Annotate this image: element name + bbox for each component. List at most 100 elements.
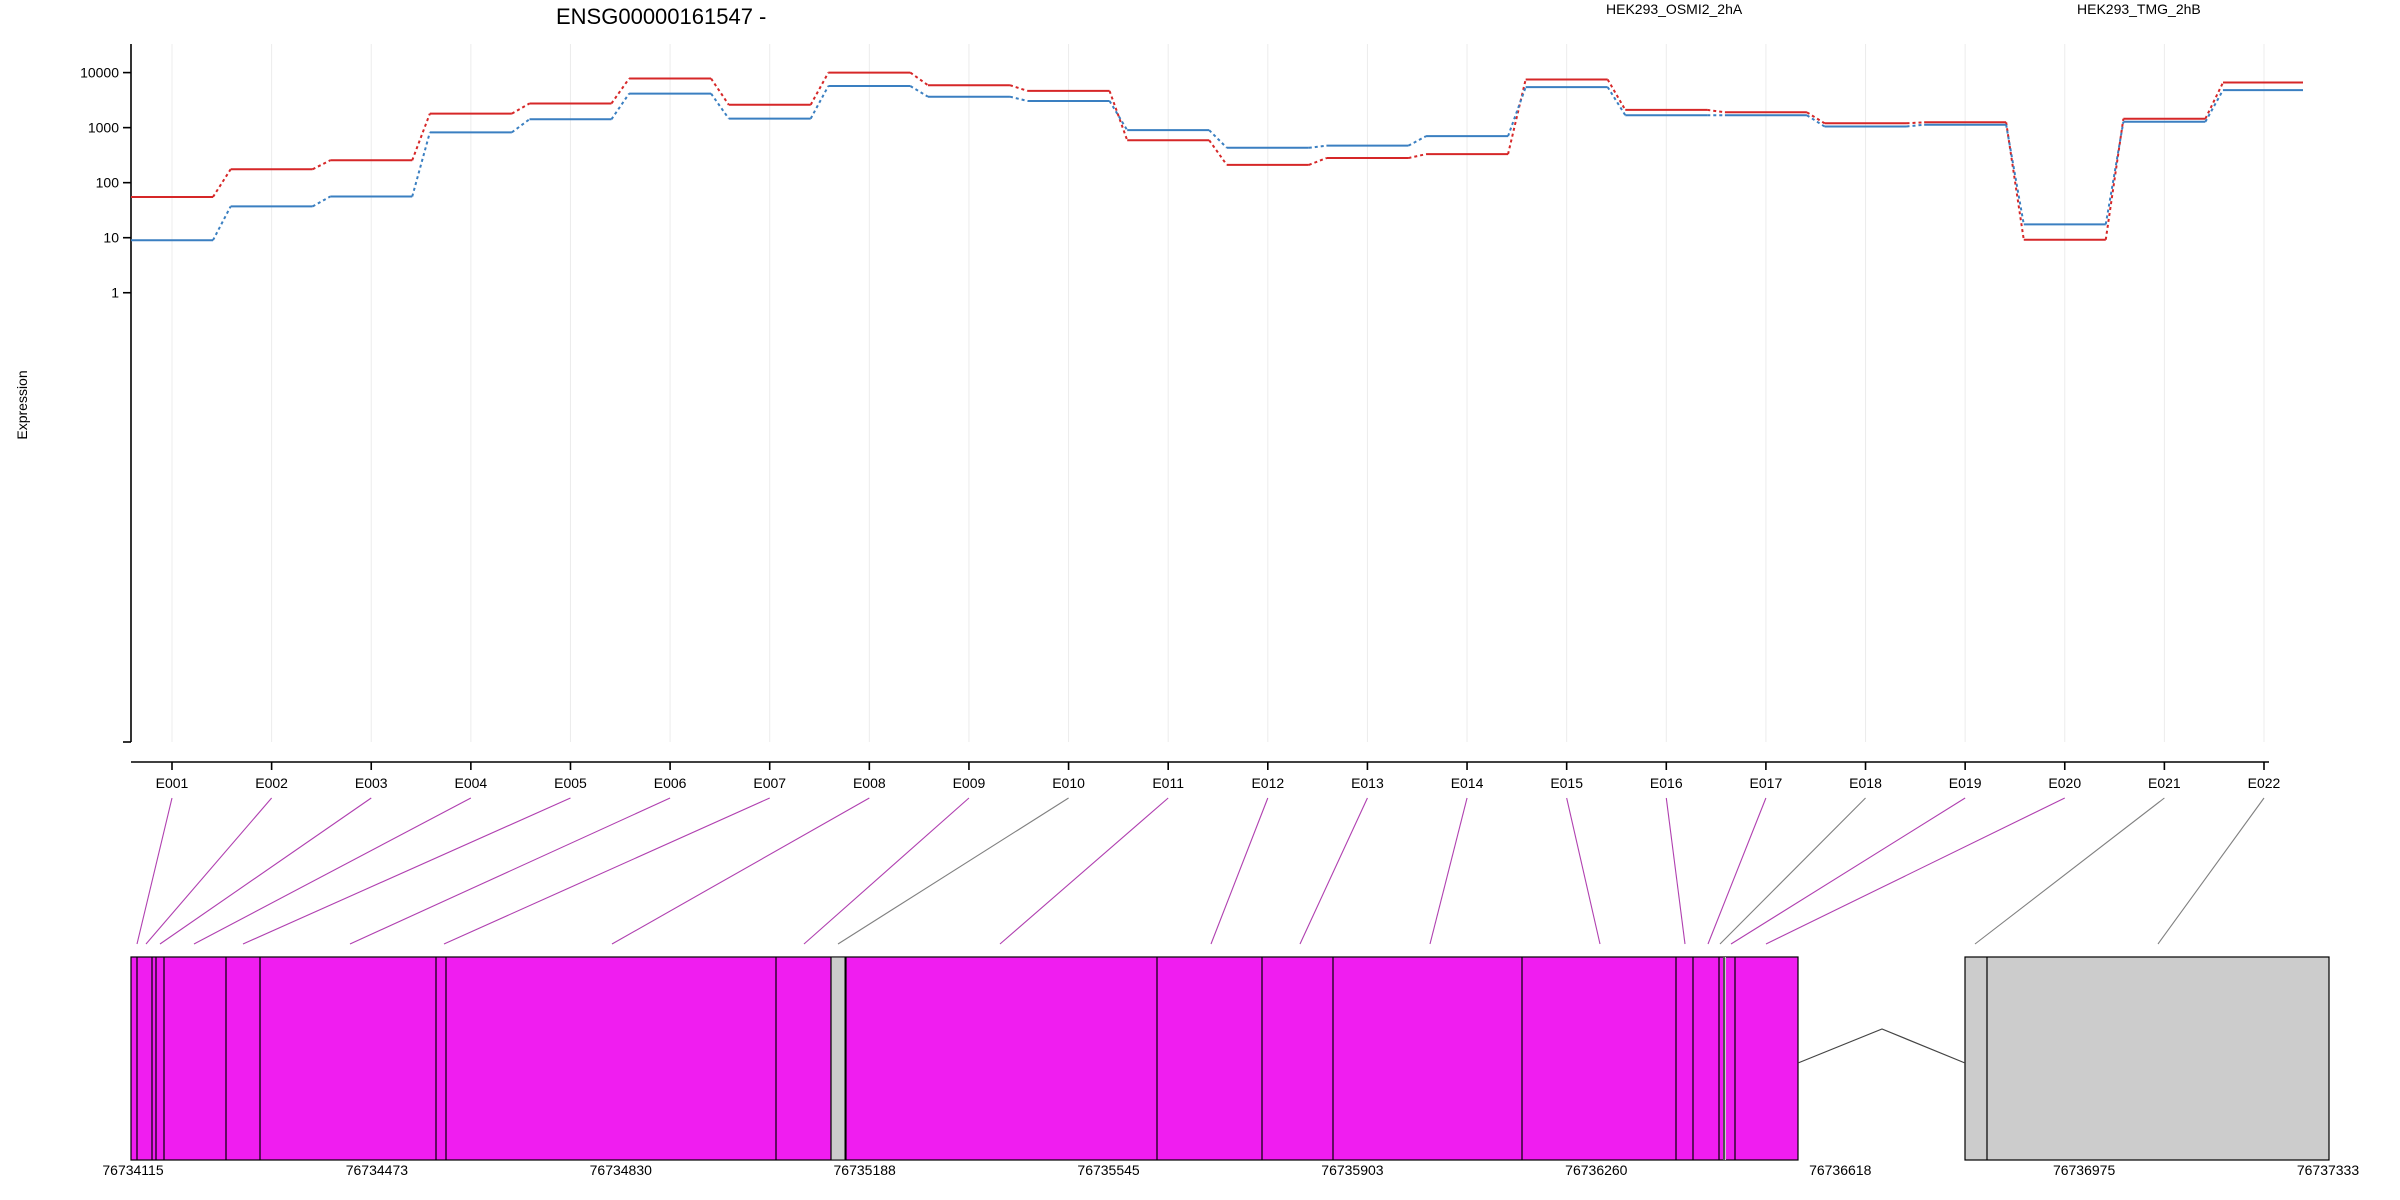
series-connector	[1009, 95, 1028, 102]
series-connector	[2204, 89, 2224, 123]
series-connector	[1906, 121, 1925, 125]
series-connector	[511, 102, 530, 115]
series-connector	[2005, 122, 2025, 240]
series-connector	[809, 72, 830, 106]
series-connector	[1606, 86, 1627, 116]
exon-label: E007	[753, 775, 786, 791]
exon-connector	[1429, 797, 1468, 945]
y-tick-label: 1000	[88, 120, 119, 136]
legend-entry-tmg: HEK293_TMG_2hB	[2077, 1, 2201, 17]
exon-connector	[803, 797, 970, 945]
series-connector	[710, 77, 730, 106]
series-connector	[1408, 153, 1427, 160]
series-connector	[212, 205, 232, 241]
series-connector	[2104, 121, 2125, 225]
exon-connector	[1719, 797, 1866, 945]
exon-connector	[159, 797, 372, 945]
exon-connector	[1707, 797, 1767, 945]
exon-connector	[1299, 797, 1368, 945]
intron-line	[1797, 1028, 1966, 1064]
noncoding-segment	[830, 956, 846, 1161]
exon-label: E018	[1849, 775, 1882, 791]
exon-connector	[1665, 797, 1686, 945]
genomic-coordinate-label: 76736260	[1565, 1162, 1628, 1178]
genomic-coordinate-label: 76734830	[590, 1162, 653, 1178]
series-connector	[511, 118, 531, 134]
series-connector	[1806, 114, 1826, 128]
series-connector	[809, 85, 830, 120]
exon-connector	[1765, 797, 2066, 945]
exon-label: E016	[1650, 775, 1683, 791]
exon-label: E014	[1451, 775, 1484, 791]
exon-connector	[349, 797, 671, 945]
series-connector	[1606, 78, 1627, 111]
exon-connector	[145, 797, 273, 945]
exon-connector	[2157, 797, 2265, 945]
exon-connector	[242, 797, 571, 945]
utr-block	[1964, 956, 2330, 1161]
genomic-coordinate-label: 76735188	[834, 1162, 897, 1178]
exon-label: E019	[1949, 775, 1982, 791]
exon-label: E009	[953, 775, 986, 791]
exon-label: E017	[1750, 775, 1783, 791]
genomic-coordinate-label: 76737333	[2297, 1162, 2360, 1178]
series-connector	[1208, 129, 1228, 149]
genomic-coordinate-label: 76736975	[2053, 1162, 2116, 1178]
genomic-coordinate-label: 76734473	[346, 1162, 409, 1178]
exon-label: E012	[1251, 775, 1284, 791]
exon-label: E003	[355, 775, 388, 791]
exon-label: E013	[1351, 775, 1384, 791]
y-tick-label: 100	[96, 175, 120, 191]
series-connector	[1308, 157, 1327, 166]
exon-connector	[443, 797, 770, 945]
series-connector	[610, 93, 630, 120]
exon-label: E020	[2048, 775, 2081, 791]
series-connector	[1308, 144, 1327, 149]
exon-label: E015	[1550, 775, 1583, 791]
series-connector	[1906, 123, 1925, 128]
series-connector	[312, 159, 331, 171]
series-osmi2	[131, 71, 2303, 241]
series-connector	[1208, 139, 1228, 166]
exon-label: E005	[554, 775, 587, 791]
series-connector	[1009, 84, 1028, 92]
series-connector	[909, 85, 929, 98]
exon-connector	[999, 797, 1169, 945]
series-connector	[1407, 135, 1427, 147]
series-connector	[1707, 108, 1726, 114]
series-connector	[212, 168, 232, 198]
series-connector	[1507, 86, 1527, 137]
exon-connector	[1974, 797, 2165, 945]
axes	[123, 44, 2269, 770]
series-connector	[2204, 82, 2224, 120]
exon-label: E022	[2248, 775, 2281, 791]
series-connector	[411, 132, 431, 197]
series-connector	[2005, 124, 2025, 225]
exon-connector	[611, 797, 870, 945]
exon-connector	[1210, 797, 1269, 945]
genomic-coordinate-label: 76736618	[1809, 1162, 1872, 1178]
coding-region-block	[130, 956, 1799, 1161]
exon-label: E002	[255, 775, 288, 791]
exon-label: E021	[2148, 775, 2181, 791]
exon-connector	[193, 797, 472, 945]
series-connector	[1806, 111, 1826, 125]
series-connector	[1507, 79, 1527, 155]
series-connector	[411, 113, 431, 161]
y-tick-label: 1	[111, 285, 119, 301]
series-connector	[610, 77, 630, 105]
exon-label: E011	[1152, 775, 1184, 791]
exon-connector	[837, 797, 1069, 945]
exon-connectors	[136, 797, 2265, 945]
exon-connector	[1730, 797, 1966, 945]
exon-label: E008	[853, 775, 886, 791]
exon-label: E010	[1052, 775, 1085, 791]
series-connector	[1108, 90, 1129, 141]
exon-label: E001	[156, 775, 189, 791]
genomic-coordinate-label: 76735903	[1321, 1162, 1384, 1178]
series-lines	[131, 71, 2303, 242]
labels: ENSG00000161547 - HEK293_OSMI2_2hA HEK29…	[14, 1, 2359, 1178]
y-tick-label: 10	[103, 230, 119, 246]
